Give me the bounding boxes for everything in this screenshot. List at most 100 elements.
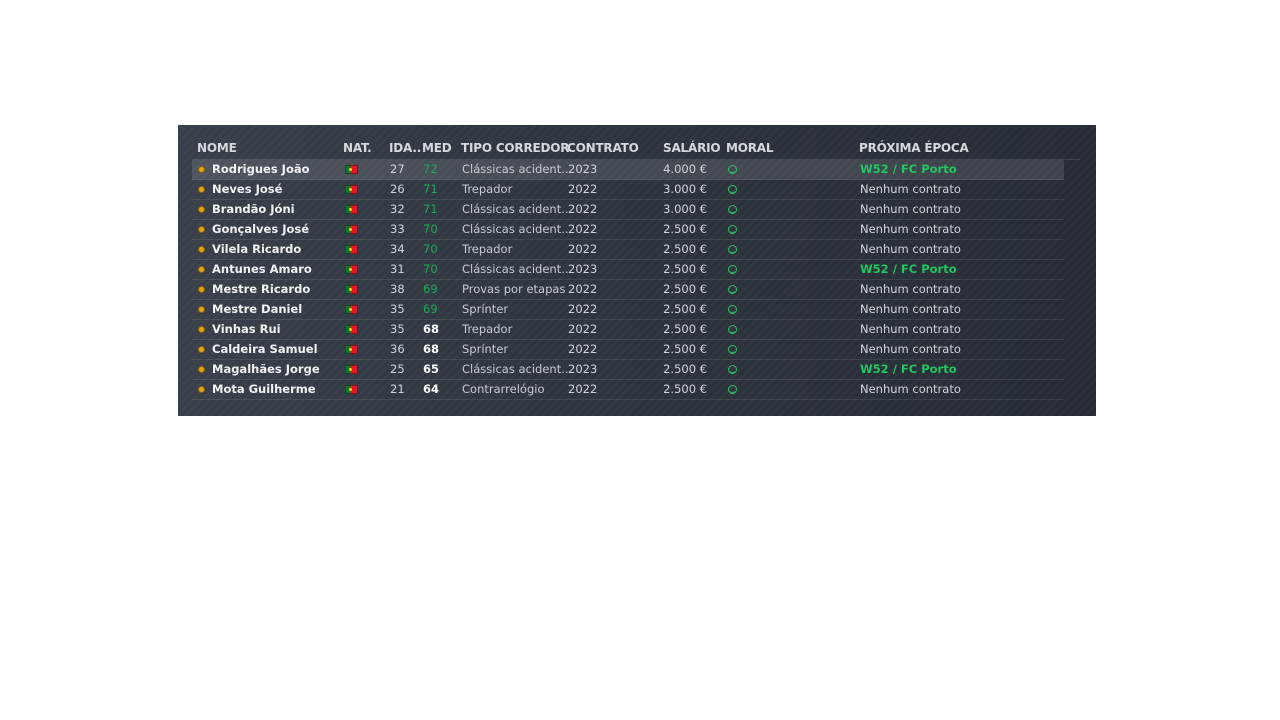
column-header-name[interactable]: NOME — [197, 141, 237, 155]
rider-type: Contrarrelógio — [462, 382, 545, 396]
portugal-flag-icon — [345, 185, 358, 194]
rider-type: Clássicas acident.. — [462, 222, 569, 236]
rider-salary: 2.500 € — [663, 242, 707, 256]
rider-name: Neves José — [212, 182, 283, 196]
column-header-med[interactable]: MED — [422, 141, 452, 155]
coin-icon — [198, 346, 205, 353]
column-header-salary[interactable]: SALÁRIO — [663, 141, 721, 155]
rider-age: 21 — [390, 382, 405, 396]
table-row[interactable]: Vinhas Rui 35 68 Trepador 2022 2.500 € N… — [192, 320, 1064, 340]
rider-salary: 3.000 € — [663, 182, 707, 196]
portugal-flag-icon — [345, 385, 358, 394]
rider-salary: 2.500 € — [663, 362, 707, 376]
rider-med: 70 — [423, 262, 438, 276]
column-header-age[interactable]: IDA.. — [389, 141, 422, 155]
rider-next-season: Nenhum contrato — [860, 282, 961, 296]
rider-contract: 2022 — [568, 282, 598, 296]
rider-next-season: W52 / FC Porto — [860, 262, 957, 276]
rider-name: Brandão Jóni — [212, 202, 295, 216]
rider-type: Trepador — [462, 322, 513, 336]
rider-contract: 2023 — [568, 262, 598, 276]
coin-icon — [198, 266, 205, 273]
column-header-next-season[interactable]: PRÓXIMA ÉPOCA — [859, 141, 969, 155]
rider-salary: 3.000 € — [663, 202, 707, 216]
rider-med: 65 — [423, 362, 440, 376]
rider-med: 64 — [423, 382, 440, 396]
rider-age: 38 — [390, 282, 405, 296]
rider-contract: 2023 — [568, 362, 598, 376]
rider-name: Magalhães Jorge — [212, 362, 320, 376]
rider-med: 69 — [423, 282, 438, 296]
rider-contract: 2022 — [568, 382, 598, 396]
rider-contract: 2022 — [568, 322, 598, 336]
rider-salary: 2.500 € — [663, 342, 707, 356]
smiley-face-icon — [728, 165, 737, 174]
rider-next-season: Nenhum contrato — [860, 242, 961, 256]
portugal-flag-icon — [345, 345, 358, 354]
table-row[interactable]: Caldeira Samuel 36 68 Sprínter 2022 2.50… — [192, 340, 1064, 360]
rider-name: Vilela Ricardo — [212, 242, 302, 256]
rider-next-season: Nenhum contrato — [860, 302, 961, 316]
rider-next-season: Nenhum contrato — [860, 382, 961, 396]
rider-age: 25 — [390, 362, 405, 376]
table-row[interactable]: Mota Guilherme 21 64 Contrarrelógio 2022… — [192, 380, 1064, 400]
riders-table-panel: NOME NAT. IDA.. MED TIPO CORREDOR CONTRA… — [178, 125, 1096, 416]
rider-salary: 2.500 € — [663, 302, 707, 316]
rider-med: 70 — [423, 222, 438, 236]
column-header-rider-type[interactable]: TIPO CORREDOR — [461, 141, 570, 155]
table-row[interactable]: Magalhães Jorge 25 65 Clássicas acident.… — [192, 360, 1064, 380]
portugal-flag-icon — [345, 325, 358, 334]
table-row[interactable]: Neves José 26 71 Trepador 2022 3.000 € N… — [192, 180, 1064, 200]
rider-age: 31 — [390, 262, 405, 276]
smiley-face-icon — [728, 225, 737, 234]
smiley-face-icon — [728, 205, 737, 214]
table-row[interactable]: Brandão Jóni 32 71 Clássicas acident.. 2… — [192, 200, 1064, 220]
rider-next-season: Nenhum contrato — [860, 342, 961, 356]
rider-name: Antunes Amaro — [212, 262, 312, 276]
rider-med: 68 — [423, 322, 440, 336]
rider-salary: 4.000 € — [663, 162, 707, 176]
smiley-face-icon — [728, 245, 737, 254]
column-header-moral[interactable]: MORAL — [726, 141, 774, 155]
rider-contract: 2022 — [568, 182, 598, 196]
smiley-face-icon — [728, 385, 737, 394]
rider-next-season: Nenhum contrato — [860, 182, 961, 196]
coin-icon — [198, 286, 205, 293]
rider-age: 27 — [390, 162, 405, 176]
rider-salary: 2.500 € — [663, 382, 707, 396]
portugal-flag-icon — [345, 365, 358, 374]
rider-next-season: Nenhum contrato — [860, 322, 961, 336]
table-row[interactable]: Gonçalves José 33 70 Clássicas acident..… — [192, 220, 1064, 240]
rider-contract: 2022 — [568, 302, 598, 316]
coin-icon — [198, 186, 205, 193]
rider-name: Mestre Ricardo — [212, 282, 311, 296]
smiley-face-icon — [728, 305, 737, 314]
table-row[interactable]: Mestre Daniel 35 69 Sprínter 2022 2.500 … — [192, 300, 1064, 320]
coin-icon — [198, 386, 205, 393]
rider-name: Caldeira Samuel — [212, 342, 318, 356]
coin-icon — [198, 366, 205, 373]
coin-icon — [198, 326, 205, 333]
coin-icon — [198, 306, 205, 313]
rider-age: 36 — [390, 342, 405, 356]
rider-next-season: W52 / FC Porto — [860, 162, 957, 176]
rider-next-season: W52 / FC Porto — [860, 362, 957, 376]
rider-age: 33 — [390, 222, 405, 236]
table-row[interactable]: Mestre Ricardo 38 69 Provas por etapas 2… — [192, 280, 1064, 300]
table-row[interactable]: Vilela Ricardo 34 70 Trepador 2022 2.500… — [192, 240, 1064, 260]
rider-contract: 2022 — [568, 242, 598, 256]
column-header-nationality[interactable]: NAT. — [343, 141, 372, 155]
column-header-contract[interactable]: CONTRATO — [567, 141, 639, 155]
rider-name: Mestre Daniel — [212, 302, 303, 316]
rider-med: 71 — [423, 202, 438, 216]
rider-age: 26 — [390, 182, 405, 196]
portugal-flag-icon — [345, 285, 358, 294]
table-row[interactable]: Rodrigues João 27 72 Clássicas acident..… — [192, 160, 1064, 180]
coin-icon — [198, 206, 205, 213]
rider-contract: 2023 — [568, 162, 598, 176]
rider-contract: 2022 — [568, 202, 598, 216]
rider-age: 34 — [390, 242, 405, 256]
table-row[interactable]: Antunes Amaro 31 70 Clássicas acident.. … — [192, 260, 1064, 280]
smiley-face-icon — [728, 285, 737, 294]
smiley-face-icon — [728, 185, 737, 194]
